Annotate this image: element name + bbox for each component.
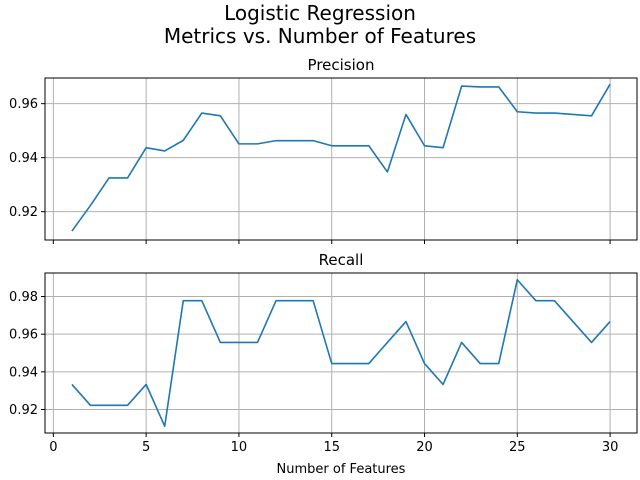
x-tick-label: 25 [509, 440, 526, 455]
figure-title-line2: Metrics vs. Number of Features [164, 24, 476, 48]
y-tick-label: 0.92 [9, 403, 38, 418]
y-tick-label: 0.98 [9, 290, 38, 305]
precision-subplot: Precision 0.92 0.94 0.96 [9, 56, 638, 244]
x-tick-label: 5 [142, 440, 150, 455]
y-tick-label: 0.94 [9, 151, 38, 166]
subplot-title: Recall [319, 251, 364, 269]
axes-frame [44, 77, 638, 241]
figure-title-line1: Logistic Regression [224, 1, 416, 25]
series-line [71, 83, 611, 232]
x-tick-label: 15 [323, 440, 340, 455]
x-tick-label: 20 [416, 440, 433, 455]
y-tick-label: 0.92 [9, 205, 38, 220]
series-line [71, 278, 611, 428]
x-tick-label: 0 [49, 440, 57, 455]
axes-frame [44, 272, 638, 434]
x-tick-label: 10 [231, 440, 248, 455]
y-tick-label: 0.96 [9, 328, 38, 343]
y-tick-label: 0.96 [9, 97, 38, 112]
x-tick-label: 30 [602, 440, 619, 455]
subplot-title: Precision [308, 56, 375, 74]
y-tick-label: 0.94 [9, 365, 38, 380]
recall-subplot: Recall 0 5 10 15 20 25 30 0.92 0.94 0.96 0.98 Number… [9, 251, 638, 477]
x-axis-label: Number of Features [277, 462, 406, 477]
